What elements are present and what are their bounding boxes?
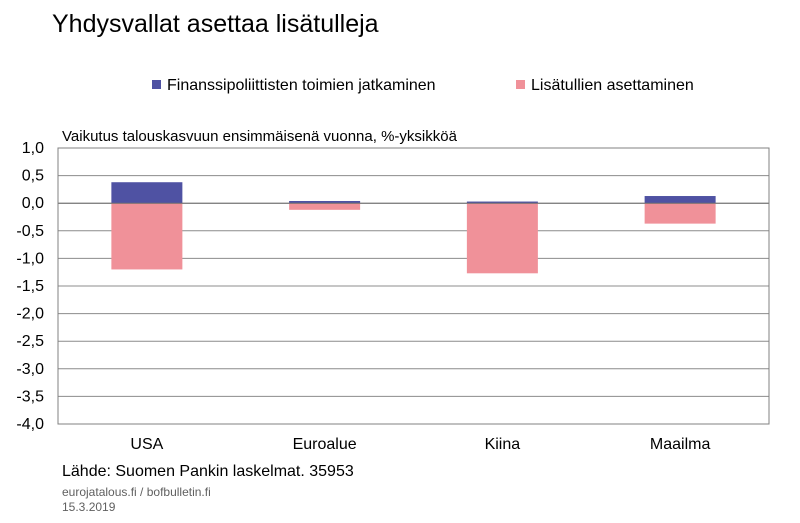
y-tick-label: 0,0 bbox=[22, 195, 44, 212]
chart-title: Yhdysvallat asettaa lisätulleja bbox=[52, 10, 379, 38]
y-tick-label: -2,0 bbox=[16, 306, 44, 323]
plot-frame bbox=[57, 147, 770, 425]
date-note: 15.3.2019 bbox=[62, 500, 116, 514]
source-note: Lähde: Suomen Pankin laskelmat. 35953 bbox=[62, 463, 354, 480]
bar-maailma-series-0 bbox=[644, 196, 716, 204]
y-tick-label: -4,0 bbox=[16, 416, 44, 433]
legend-swatch-tariffs bbox=[516, 80, 525, 89]
y-tick-label: -2,5 bbox=[16, 333, 44, 350]
y-tick-label: -1,0 bbox=[16, 250, 44, 267]
y-tick-label: 1,0 bbox=[22, 140, 44, 157]
bar-euroalue-series-0 bbox=[289, 200, 361, 204]
bar-usa-series-0 bbox=[111, 182, 183, 204]
chart-subtitle: Vaikutus talouskasvuun ensimmäisenä vuon… bbox=[62, 128, 457, 145]
legend-item-tariffs: Lisätullien asettaminen bbox=[516, 76, 694, 96]
x-tick-label: Maailma bbox=[650, 436, 711, 453]
y-tick-labels: 1,0 0,5 0,0 -0,5 -1,0 -1,5 -2,0 -2,5 -3,0 -3,5 -4,… bbox=[16, 140, 44, 433]
legend-item-fiscal: Finanssipoliittisten toimien jatkaminen bbox=[152, 76, 436, 96]
x-tick-labels: USA Euroalue Kiina Maailma bbox=[130, 436, 710, 453]
bar-maailma-series-1 bbox=[644, 203, 716, 224]
y-tick-label: -1,5 bbox=[16, 278, 44, 295]
x-tick-label: USA bbox=[130, 436, 163, 453]
x-tick-label: Euroalue bbox=[293, 436, 357, 453]
y-tick-label: -0,5 bbox=[16, 223, 44, 240]
legend-swatch-fiscal bbox=[152, 80, 161, 89]
bar-euroalue-series-1 bbox=[289, 203, 361, 210]
bars bbox=[111, 182, 716, 274]
x-tick-label: Kiina bbox=[485, 436, 521, 453]
bar-usa-series-1 bbox=[111, 203, 183, 270]
legend: Finanssipoliittisten toimien jatkaminen … bbox=[0, 76, 800, 98]
y-tick-label: 0,5 bbox=[22, 168, 44, 185]
bar-kiina-series-1 bbox=[466, 203, 538, 274]
bar-kiina-series-0 bbox=[466, 201, 538, 204]
legend-label-tariffs: Lisätullien asettaminen bbox=[531, 77, 694, 94]
legend-label-fiscal: Finanssipoliittisten toimien jatkaminen bbox=[167, 77, 436, 94]
site-note: eurojatalous.fi / bofbulletin.fi bbox=[62, 485, 211, 499]
y-tick-label: -3,5 bbox=[16, 388, 44, 405]
y-tick-label: -3,0 bbox=[16, 361, 44, 378]
